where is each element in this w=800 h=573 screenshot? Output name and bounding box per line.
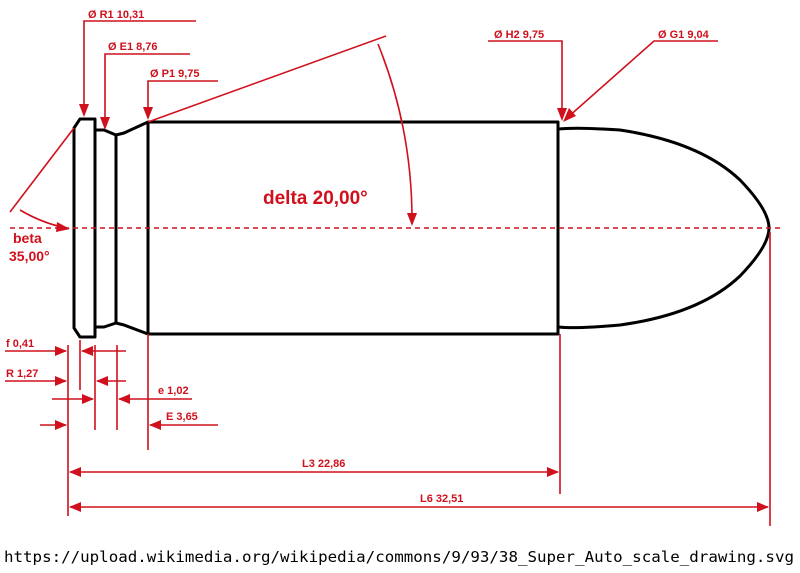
label-l3: L3 22,86 bbox=[302, 458, 345, 470]
beta-line bbox=[9, 127, 75, 213]
r1-arrow bbox=[79, 104, 89, 117]
dimension-labels: Ø R1 10,31 Ø E1 8,76 Ø P1 9,75 Ø H2 9,75… bbox=[6, 9, 710, 505]
beta-arrow bbox=[56, 222, 70, 232]
label-e: e 1,02 bbox=[158, 385, 189, 397]
r1-leader bbox=[83, 20, 196, 110]
f-arrow-right bbox=[81, 346, 93, 356]
l3-arrow-right bbox=[547, 467, 559, 477]
extractor-groove bbox=[95, 128, 118, 329]
E-arrow-right bbox=[149, 420, 161, 430]
label-E: E 3,65 bbox=[166, 411, 198, 423]
E-arrow-left bbox=[55, 420, 67, 430]
dimension-lines bbox=[5, 20, 782, 526]
case-body bbox=[115, 120, 560, 336]
label-f: f 0,41 bbox=[6, 338, 34, 350]
e-arrow-right bbox=[118, 394, 130, 404]
h2-arrow bbox=[557, 108, 567, 121]
p1-arrow bbox=[143, 107, 153, 120]
label-beta-value: 35,00° bbox=[9, 248, 50, 264]
delta-arrow bbox=[407, 213, 417, 226]
h2-leader bbox=[488, 40, 563, 114]
e1-arrow bbox=[100, 117, 110, 130]
arrowheads bbox=[55, 104, 769, 512]
label-h2: Ø H2 9,75 bbox=[494, 29, 544, 41]
r-arrow-left bbox=[55, 376, 67, 386]
label-delta: delta 20,00° bbox=[263, 188, 368, 209]
label-e1: Ø E1 8,76 bbox=[108, 41, 158, 53]
label-beta-name: beta bbox=[13, 230, 42, 246]
e1-leader bbox=[104, 53, 190, 123]
label-g1: Ø G1 9,04 bbox=[658, 29, 710, 41]
source-url: https://upload.wikimedia.org/wikipedia/c… bbox=[4, 548, 794, 566]
label-r: R 1,27 bbox=[6, 368, 38, 380]
delta-line bbox=[147, 35, 387, 123]
label-l6: L6 32,51 bbox=[420, 493, 463, 505]
e-arrow-left bbox=[82, 394, 94, 404]
cartridge-outline bbox=[72, 117, 771, 339]
g1-leader bbox=[566, 40, 718, 119]
p1-leader bbox=[147, 80, 218, 113]
label-r1: Ø R1 10,31 bbox=[88, 9, 144, 21]
r-arrow-right bbox=[96, 376, 108, 386]
f-arrow-left bbox=[55, 346, 67, 356]
l6-arrow-right bbox=[757, 502, 769, 512]
delta-arc bbox=[377, 43, 413, 221]
g1-arrow bbox=[563, 108, 576, 122]
label-p1: Ø P1 9,75 bbox=[150, 68, 200, 80]
l3-arrow-left bbox=[69, 467, 81, 477]
l6-arrow-left bbox=[69, 502, 81, 512]
